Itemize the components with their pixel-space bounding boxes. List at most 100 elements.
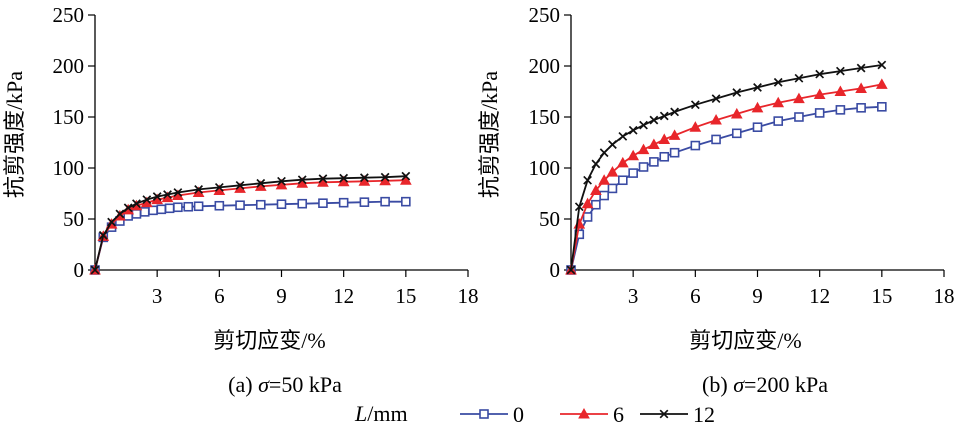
- data-point: [669, 147, 680, 158]
- data-point: [875, 78, 888, 89]
- data-point: [794, 73, 804, 83]
- data-point: [256, 178, 266, 188]
- data-point: [132, 199, 141, 209]
- data-point: [380, 196, 390, 207]
- legend-label-0: 0: [513, 402, 524, 427]
- data-point: [163, 190, 172, 199]
- data-point: [730, 107, 743, 119]
- data-point: [235, 180, 245, 190]
- legend-title-italic: L: [354, 401, 367, 426]
- y-tick-label: 50: [539, 207, 560, 231]
- series-12-a: [90, 171, 411, 275]
- data-point: [359, 173, 369, 183]
- data-point: [649, 115, 659, 125]
- y-tick-label: 100: [529, 156, 561, 180]
- data-point: [339, 173, 349, 183]
- data-point: [627, 149, 640, 161]
- legend-items: 0 6 12: [460, 402, 715, 427]
- data-point: [297, 175, 307, 185]
- series-6-a: [89, 174, 412, 275]
- legend-marker-6: [578, 407, 590, 419]
- data-point: [156, 204, 167, 215]
- series-0-b: [566, 102, 887, 275]
- data-point: [618, 175, 628, 186]
- x-tick-label: 6: [690, 284, 701, 308]
- legend-title-rest: /mm: [367, 401, 407, 426]
- data-point: [659, 111, 669, 121]
- x-axis-title: 剪切应变/%: [213, 328, 325, 353]
- series-12-b: [566, 60, 887, 275]
- data-point: [599, 148, 609, 158]
- data-point: [618, 131, 628, 141]
- data-point: [591, 159, 601, 169]
- legend-marker-12: [659, 409, 669, 419]
- data-point: [235, 200, 245, 211]
- y-tick-label: 0: [550, 258, 561, 282]
- data-point: [581, 197, 594, 209]
- legend-title: L/mm: [354, 401, 408, 426]
- data-point: [173, 202, 183, 213]
- y-axis-title: 抗剪强度/kPa: [477, 71, 502, 198]
- legend-label-12: 12: [693, 402, 715, 427]
- y-tick-label: 100: [53, 156, 85, 180]
- data-point: [731, 128, 742, 139]
- y-tick-label: 200: [53, 54, 85, 78]
- data-point: [815, 69, 825, 79]
- data-point: [607, 183, 618, 194]
- data-point: [338, 197, 349, 208]
- data-point: [599, 190, 609, 201]
- data-point: [148, 205, 158, 216]
- data-point: [139, 207, 150, 217]
- data-point: [855, 82, 867, 93]
- data-point: [359, 197, 370, 207]
- data-point: [183, 201, 194, 212]
- data-point: [380, 172, 390, 182]
- data-point: [639, 120, 648, 130]
- y-tick-label: 0: [74, 258, 85, 282]
- data-point: [214, 200, 225, 211]
- y-tick-label: 50: [63, 207, 84, 231]
- data-point: [637, 143, 650, 155]
- data-point: [732, 88, 742, 97]
- data-point: [277, 176, 286, 186]
- data-point: [711, 94, 721, 104]
- x-tick-label: 12: [809, 284, 830, 308]
- data-point: [751, 101, 764, 113]
- panel-b: 0 50 100 150 200 250 3 6 9 12 15 18 剪切应变/% 抗剪强度/kPa (b…: [477, 3, 955, 397]
- data-point: [566, 265, 576, 275]
- data-point: [648, 138, 660, 150]
- data-point: [98, 230, 108, 240]
- data-point: [773, 116, 784, 126]
- data-point: [690, 100, 700, 110]
- x-tick-label: 3: [628, 284, 639, 308]
- legend-label-6: 6: [613, 402, 624, 427]
- data-point: [255, 199, 266, 210]
- series-line-12: [570, 64, 882, 271]
- data-point: [401, 196, 411, 207]
- data-point: [856, 103, 866, 113]
- data-point: [318, 174, 328, 184]
- y-tick-label: 250: [529, 3, 561, 27]
- data-point: [638, 162, 649, 172]
- y-tick-label: 200: [529, 54, 561, 78]
- data-point: [659, 151, 670, 162]
- data-point: [583, 175, 592, 185]
- data-point: [794, 112, 804, 122]
- data-point: [628, 125, 638, 135]
- data-point: [616, 156, 629, 168]
- data-point: [591, 199, 601, 210]
- data-point: [628, 168, 638, 178]
- data-point: [164, 203, 175, 214]
- caption-prefix: (a): [228, 372, 258, 397]
- x-tick-label: 15: [395, 284, 416, 308]
- data-point: [772, 96, 785, 108]
- y-tick-label: 150: [529, 105, 561, 129]
- data-point: [606, 166, 619, 177]
- data-point: [877, 102, 887, 112]
- data-point: [193, 201, 204, 212]
- caption-prefix: (b): [702, 372, 733, 397]
- caption-sigma: σ: [733, 372, 745, 397]
- series-line-12: [94, 175, 406, 271]
